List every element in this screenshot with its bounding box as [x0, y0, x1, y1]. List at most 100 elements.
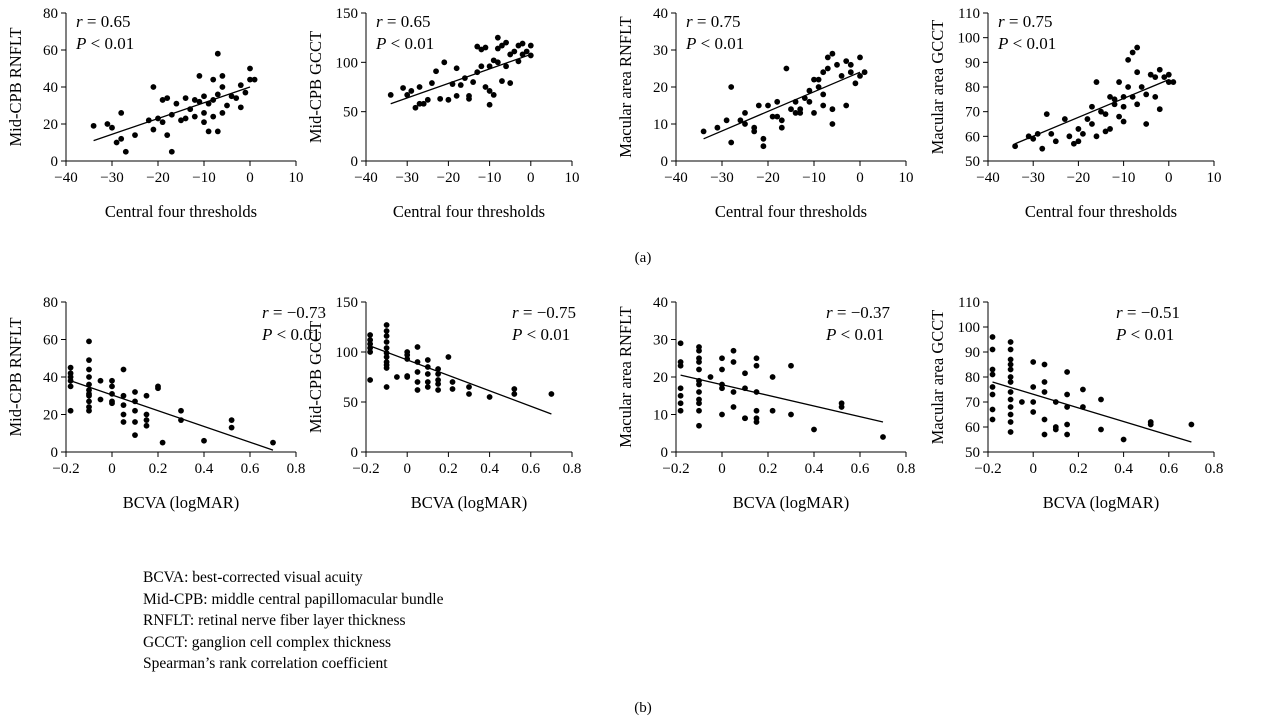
note-rnflt: RNFLT: retinal nerve fiber layer thickne… — [143, 612, 406, 630]
data-point — [1120, 103, 1127, 110]
data-point — [414, 344, 421, 350]
data-point — [97, 377, 104, 384]
data-point — [1147, 71, 1154, 78]
stat-r: r = −0.75 — [512, 303, 576, 322]
data-point — [486, 101, 493, 108]
data-point — [696, 359, 702, 365]
data-point — [237, 104, 244, 111]
data-point — [143, 422, 150, 429]
data-point — [989, 334, 996, 340]
y-tick-label: 70 — [965, 395, 980, 411]
data-point — [1152, 93, 1159, 100]
data-point — [1007, 356, 1014, 363]
data-point — [1138, 84, 1145, 90]
data-point — [150, 126, 157, 133]
data-point — [164, 132, 171, 139]
data-point — [1080, 130, 1086, 137]
data-point — [1134, 101, 1141, 108]
data-point — [247, 76, 253, 83]
stat-r: r = 0.65 — [376, 12, 430, 31]
data-point — [424, 96, 431, 103]
data-point — [527, 42, 534, 49]
x-axis-label: BCVA (logMAR) — [411, 493, 528, 512]
data-point — [1007, 411, 1014, 418]
stat-p: P < 0.01 — [997, 34, 1056, 53]
data-point — [507, 51, 514, 58]
data-point — [838, 404, 845, 410]
data-point — [1116, 113, 1122, 120]
data-point — [719, 385, 725, 392]
y-tick-label: 20 — [43, 117, 58, 133]
data-point — [251, 76, 258, 83]
scatter-plot-3: 0 10 20 30 40 −40 −30 −20 −10 0 10 Central four thr… — [616, 6, 914, 221]
data-point — [228, 424, 235, 431]
y-tick-label: 0 — [351, 154, 359, 170]
data-point — [494, 59, 501, 66]
data-point — [433, 68, 439, 75]
x-tick-label: 10 — [899, 170, 914, 186]
data-point — [159, 439, 166, 446]
data-point — [742, 415, 748, 422]
x-tick-label: −20 — [1067, 170, 1090, 186]
data-point — [143, 392, 150, 399]
data-point — [519, 51, 526, 58]
x-tick-label: 0.4 — [480, 461, 499, 477]
data-point — [400, 85, 406, 91]
data-point — [416, 100, 423, 107]
data-point — [367, 337, 374, 343]
data-point — [989, 384, 996, 390]
data-point — [1098, 108, 1104, 115]
y-tick-label: 10 — [653, 117, 668, 133]
data-point — [490, 91, 497, 98]
data-point — [778, 117, 785, 124]
data-point — [367, 341, 374, 347]
trend-line — [390, 53, 532, 105]
y-tick-label: 60 — [43, 43, 58, 59]
x-tick-label: −40 — [976, 170, 999, 186]
data-point — [1052, 426, 1059, 433]
x-tick-label: 0.4 — [195, 461, 214, 477]
data-point — [677, 400, 684, 407]
data-point — [219, 73, 226, 79]
data-point — [86, 398, 92, 405]
trend-line — [1014, 79, 1170, 145]
data-point — [219, 84, 226, 90]
y-tick-label: 70 — [965, 105, 980, 121]
data-point — [820, 102, 827, 109]
data-point — [404, 91, 411, 98]
scatter-plot-8: 50 60 70 80 90 100 110 −0.2 0 0.2 0.4 0.6 0.8 BCVA (l… — [928, 295, 1223, 512]
data-point — [132, 132, 138, 139]
x-tick-label: −40 — [54, 170, 77, 186]
data-point — [834, 61, 840, 68]
data-point — [122, 148, 129, 155]
note-bcva: BCVA: best-corrected visual acuity — [143, 569, 363, 586]
data-point — [714, 124, 721, 131]
data-point — [408, 88, 415, 94]
data-point — [1052, 138, 1059, 145]
data-point — [486, 88, 493, 94]
scatter-plot-1: 0 20 40 60 80 −40 −30 −20 −10 0 10 Central four thr… — [6, 6, 304, 221]
data-point — [482, 44, 489, 51]
data-point — [696, 366, 702, 373]
data-point — [1093, 79, 1100, 85]
data-point — [696, 347, 702, 354]
stat-r: r = −0.51 — [1116, 303, 1180, 322]
data-point — [989, 371, 996, 378]
data-point — [67, 407, 74, 414]
data-point — [760, 135, 767, 142]
stat-p: P < 0.01 — [511, 325, 570, 344]
data-point — [104, 121, 111, 127]
data-point — [494, 34, 501, 41]
data-point — [719, 366, 725, 373]
data-point — [511, 391, 518, 397]
x-tick-label: 0.8 — [1205, 461, 1224, 477]
data-point — [1007, 346, 1014, 353]
data-point — [120, 366, 127, 373]
data-point — [1089, 103, 1095, 110]
data-point — [797, 106, 804, 113]
data-point — [1120, 436, 1127, 443]
data-point — [820, 69, 827, 76]
data-point — [511, 386, 518, 392]
